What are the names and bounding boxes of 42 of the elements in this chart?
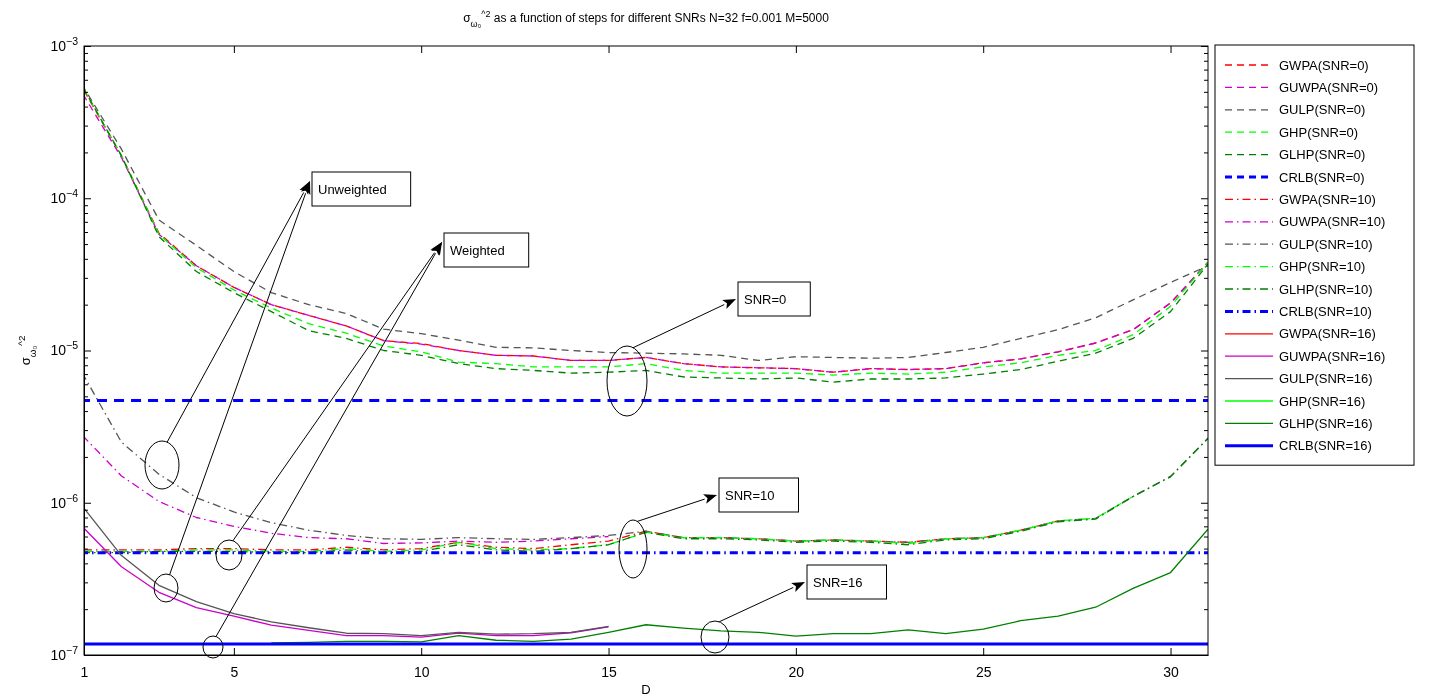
x-tick-label: 5: [230, 663, 239, 680]
x-tick-label: 20: [788, 663, 805, 680]
y-tick-label: 10$^{−3}$: [50, 34, 79, 54]
x-tick-label: 30: [1163, 663, 1180, 680]
annotation: Unweighted: [318, 181, 387, 197]
x-tick-label: 1: [80, 663, 89, 680]
legend-label: CRLB(SNR=10): [1279, 303, 1372, 319]
annotation: SNR=10: [725, 487, 775, 503]
legend-label: GHP(SNR=0): [1279, 124, 1359, 140]
legend-label: GHP(SNR=10): [1279, 259, 1366, 275]
y-tick-label: 10$^{−7}$: [50, 643, 79, 663]
legend-label: GLHP(SNR=10): [1279, 281, 1373, 297]
annotation: SNR=0: [744, 291, 787, 307]
line-series: [84, 520, 1059, 551]
chart-title: σ$_{ω₀}$$^{^2}$ as a function of steps for different SNRs N=32 f=0.001 M=5000: [463, 9, 830, 29]
annotation: SNR=16: [813, 574, 863, 590]
x-tick-label: 25: [975, 663, 992, 680]
legend-label: CRLB(SNR=16): [1279, 438, 1372, 454]
line-series: [84, 436, 610, 545]
line-series: [270, 528, 1208, 644]
annotation: Weighted: [450, 242, 505, 258]
y-tick-label: 10$^{−5}$: [50, 339, 79, 359]
legend-label: GHP(SNR=16): [1279, 393, 1366, 409]
legend-label: GLHP(SNR=0): [1279, 147, 1366, 163]
line-series: [84, 527, 610, 638]
legend-label: GLHP(SNR=16): [1279, 415, 1373, 431]
legend-label: GUWPA(SNR=16): [1279, 348, 1386, 364]
legend-label: GUWPA(SNR=10): [1279, 214, 1386, 230]
legend-label: CRLB(SNR=0): [1279, 169, 1365, 185]
legend-label: GUWPA(SNR=0): [1279, 79, 1379, 95]
line-series: [84, 507, 610, 637]
y-tick-label: 10$^{−6}$: [50, 491, 79, 511]
x-tick-label: 15: [601, 663, 618, 680]
legend-label: GWPA(SNR=0): [1279, 57, 1369, 73]
legend-label: GULP(SNR=16): [1279, 371, 1373, 387]
x-axis-title: D: [641, 682, 651, 697]
y-tick-label: 10$^{−4}$: [50, 187, 79, 207]
legend-label: GWPA(SNR=10): [1279, 191, 1376, 207]
legend-label: GWPA(SNR=16): [1279, 326, 1376, 342]
legend-label: GULP(SNR=10): [1279, 236, 1373, 252]
legend-label: GULP(SNR=0): [1279, 102, 1366, 118]
x-tick-label: 10: [413, 663, 430, 680]
